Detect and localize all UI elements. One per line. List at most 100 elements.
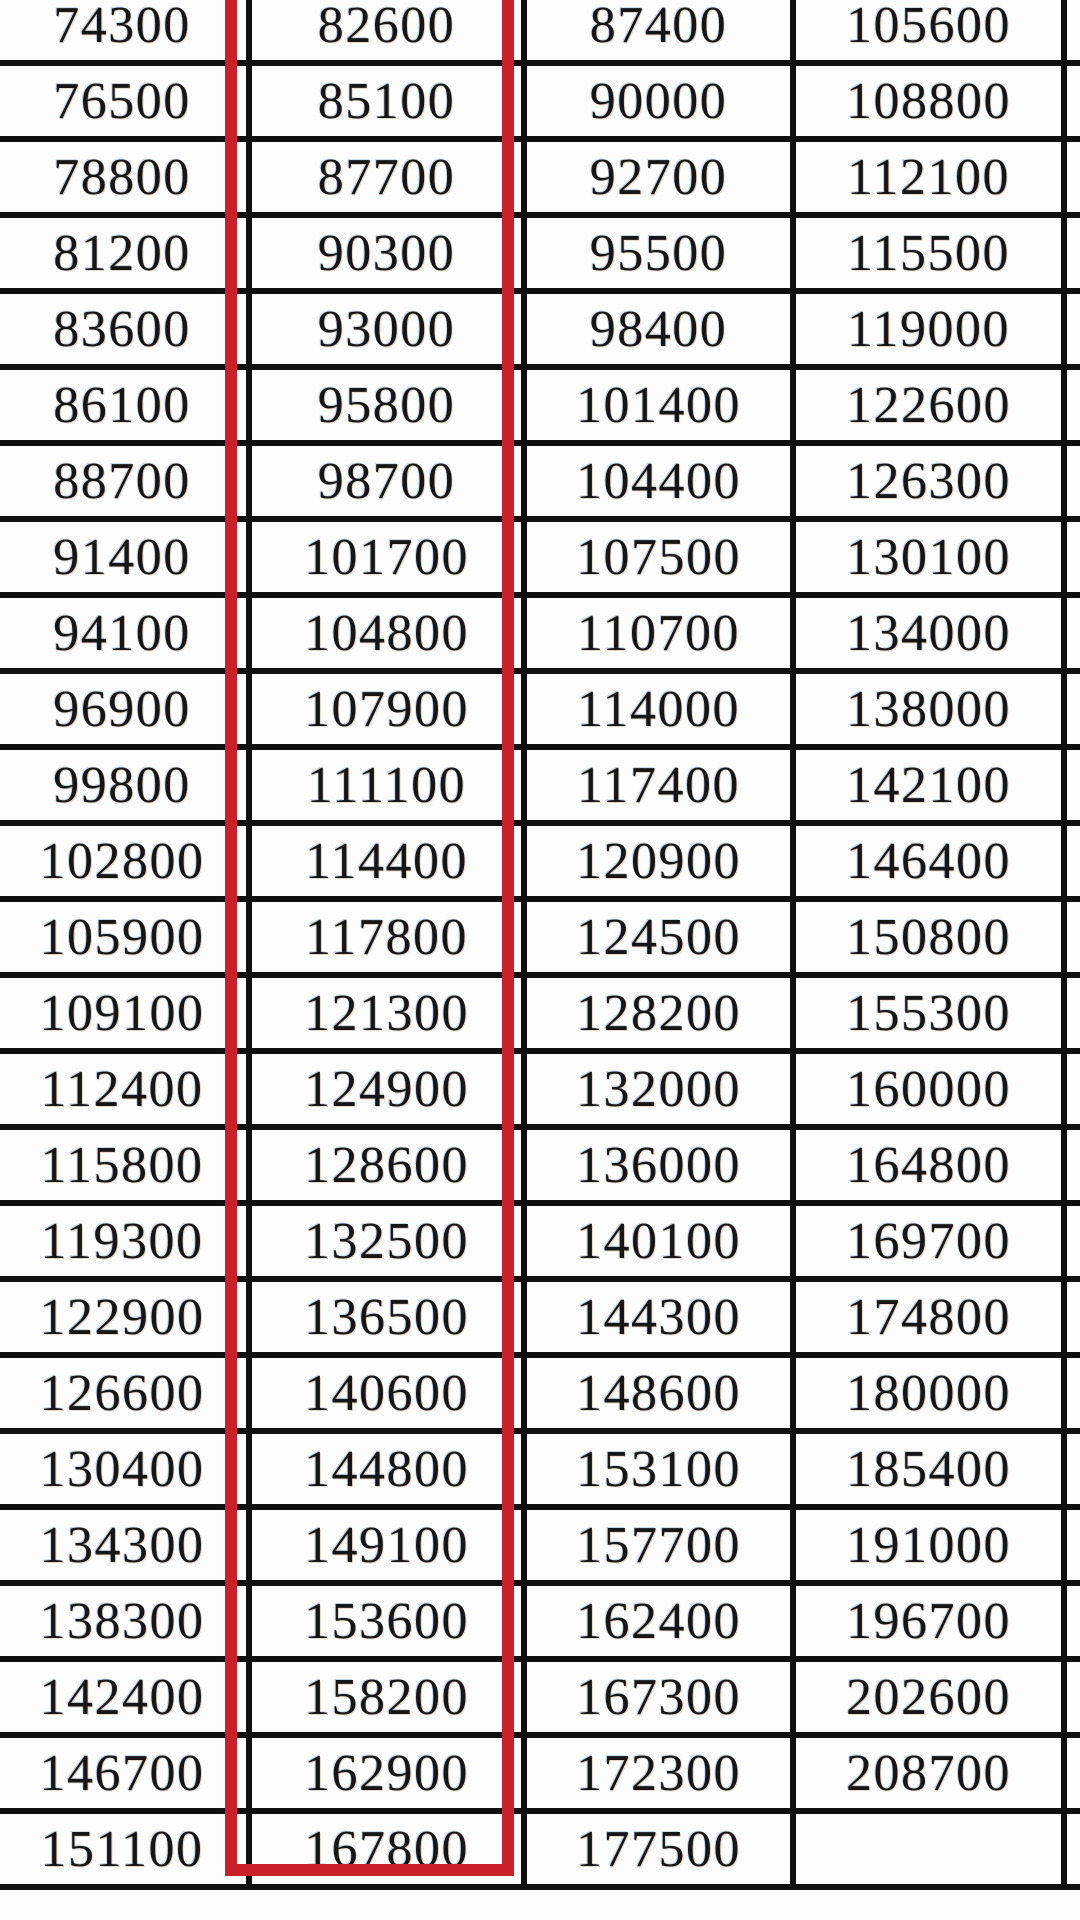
table-cell: 153100 (521, 1428, 796, 1510)
table-cell: 108800 (790, 60, 1067, 142)
table-cell: 120900 (521, 820, 796, 902)
table-cell: 208700 (790, 1732, 1067, 1814)
table-cell: 114000 (521, 668, 796, 750)
table-cell: 174800 (790, 1276, 1067, 1358)
table-cell: 172300 (521, 1732, 796, 1814)
table-cell: 88700 (0, 440, 252, 522)
table-cell: 115500 (790, 212, 1067, 294)
table-cell: 104800 (246, 592, 527, 674)
table-cell: 134300 (0, 1504, 252, 1586)
table-cell-clipped (1061, 1504, 1080, 1586)
table-cell: 119300 (0, 1200, 252, 1282)
table-cell-clipped (1061, 1200, 1080, 1282)
table-cell: 162900 (246, 1732, 527, 1814)
table-cell: 151100 (0, 1808, 252, 1890)
table-row: 146700 162900 172300 208700 (0, 1732, 1080, 1814)
table-cell: 155300 (790, 972, 1067, 1054)
table-cell: 112100 (790, 136, 1067, 218)
table-cell: 121300 (246, 972, 527, 1054)
table-cell: 138000 (790, 668, 1067, 750)
table-cell: 92700 (521, 136, 796, 218)
table-cell-clipped (1061, 1124, 1080, 1206)
table-cell: 85100 (246, 60, 527, 142)
table-row: 105900 117800 124500 150800 (0, 896, 1080, 978)
table-cell: 124900 (246, 1048, 527, 1130)
table-cell: 140600 (246, 1352, 527, 1434)
table-row: 86100 95800 101400 122600 (0, 364, 1080, 446)
table-row: 91400 101700 107500 130100 (0, 516, 1080, 598)
table-cell-clipped (1061, 1732, 1080, 1814)
table-cell: 83600 (0, 288, 252, 370)
table-cell: 117400 (521, 744, 796, 826)
table-cell: 122900 (0, 1276, 252, 1358)
table-cell-clipped (1061, 1580, 1080, 1662)
table-cell: 81200 (0, 212, 252, 294)
table-cell: 101700 (246, 516, 527, 598)
table-cell-clipped (1061, 972, 1080, 1054)
table-cell: 167800 (246, 1808, 527, 1890)
table-cell: 144300 (521, 1276, 796, 1358)
table-cell: 185400 (790, 1428, 1067, 1510)
table-cell: 86100 (0, 364, 252, 446)
table-cell-clipped (1061, 440, 1080, 522)
table-cell: 102800 (0, 820, 252, 902)
table-cell: 105600 (790, 0, 1067, 66)
table-cell (790, 1808, 1067, 1890)
table-cell: 149100 (246, 1504, 527, 1586)
table-cell: 99800 (0, 744, 252, 826)
table-cell: 142100 (790, 744, 1067, 826)
table-cell: 157700 (521, 1504, 796, 1586)
table-cell: 144800 (246, 1428, 527, 1510)
table-cell: 117800 (246, 896, 527, 978)
table-cell: 169700 (790, 1200, 1067, 1282)
table-row: 112400 124900 132000 160000 (0, 1048, 1080, 1130)
table-cell-clipped (1061, 896, 1080, 978)
table-cell: 146400 (790, 820, 1067, 902)
table-cell: 93000 (246, 288, 527, 370)
table-row: 138300 153600 162400 196700 (0, 1580, 1080, 1662)
table-cell: 146700 (0, 1732, 252, 1814)
table-cell: 105900 (0, 896, 252, 978)
table-cell: 78800 (0, 136, 252, 218)
table-cell: 90000 (521, 60, 796, 142)
table-row: 94100 104800 110700 134000 (0, 592, 1080, 674)
table-cell-clipped (1061, 212, 1080, 294)
table-cell: 98400 (521, 288, 796, 370)
table-cell: 164800 (790, 1124, 1067, 1206)
table-cell: 136000 (521, 1124, 796, 1206)
table-row: 126600 140600 148600 180000 (0, 1352, 1080, 1434)
table-cell: 132500 (246, 1200, 527, 1282)
table-cell: 153600 (246, 1580, 527, 1662)
table-cell: 136500 (246, 1276, 527, 1358)
table-cell-clipped (1061, 1656, 1080, 1738)
table-cell: 128200 (521, 972, 796, 1054)
table-cell: 126600 (0, 1352, 252, 1434)
table-cell-clipped (1061, 1428, 1080, 1510)
table-cell: 109100 (0, 972, 252, 1054)
table-cell-clipped (1061, 1352, 1080, 1434)
table-cell: 107500 (521, 516, 796, 598)
table-cell: 126300 (790, 440, 1067, 522)
table-cell: 107900 (246, 668, 527, 750)
table-cell: 87700 (246, 136, 527, 218)
table-cell-clipped (1061, 744, 1080, 826)
table-row: 74300 82600 87400 105600 (0, 0, 1080, 66)
table-cell: 82600 (246, 0, 527, 66)
table-row: 134300 149100 157700 191000 (0, 1504, 1080, 1586)
table-cell: 148600 (521, 1352, 796, 1434)
table-cell: 98700 (246, 440, 527, 522)
table-cell: 114400 (246, 820, 527, 902)
table-cell: 90300 (246, 212, 527, 294)
table-cell: 180000 (790, 1352, 1067, 1434)
table-cell-clipped (1061, 364, 1080, 446)
table-cell: 94100 (0, 592, 252, 674)
table-row: 88700 98700 104400 126300 (0, 440, 1080, 522)
table-row: 151100 167800 177500 (0, 1808, 1080, 1890)
table-cell: 110700 (521, 592, 796, 674)
table-cell: 119000 (790, 288, 1067, 370)
table-cell: 160000 (790, 1048, 1067, 1130)
table-cell: 150800 (790, 896, 1067, 978)
